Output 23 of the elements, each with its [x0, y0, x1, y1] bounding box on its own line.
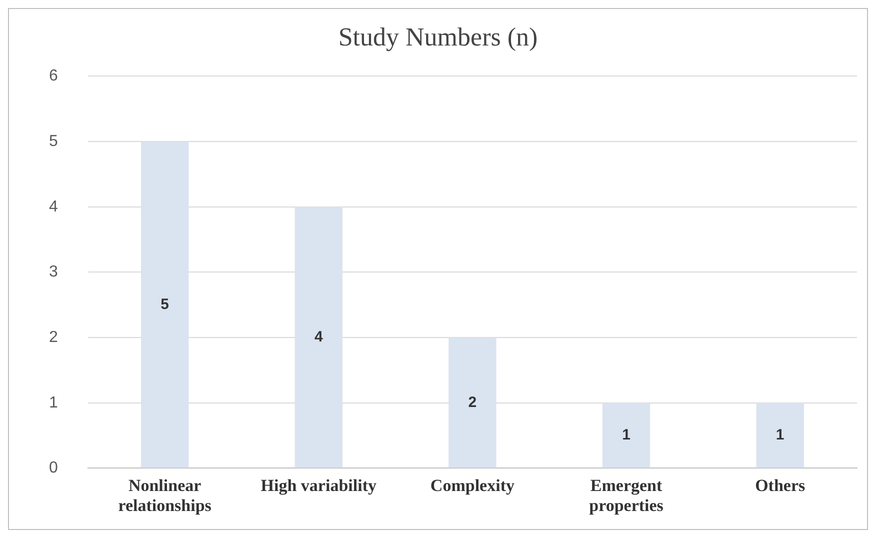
y-tick-label: 6 — [48, 68, 58, 85]
data-label: 1 — [776, 426, 784, 444]
bar — [448, 338, 496, 468]
bar — [756, 402, 804, 468]
x-tick-label: Others — [755, 476, 806, 495]
y-tick-label: 1 — [48, 394, 58, 412]
data-label: 4 — [314, 328, 324, 346]
x-tick-label: High variability — [260, 476, 377, 495]
y-tick-label: 5 — [48, 132, 58, 150]
data-label: 5 — [160, 296, 169, 313]
data-label: 2 — [468, 394, 477, 411]
y-tick-label: 0 — [48, 460, 58, 477]
y-tick-label: 4 — [48, 198, 58, 216]
bar — [294, 206, 342, 468]
data-label: 1 — [622, 426, 630, 444]
x-tick-label: Complexity — [430, 476, 515, 495]
chart-title: Study Numbers (n) — [338, 22, 538, 52]
y-tick-label: 3 — [48, 264, 58, 281]
bar — [140, 142, 189, 468]
y-tick-label: 2 — [48, 328, 58, 346]
x-tick-label: Emergent properties — [589, 476, 664, 516]
x-tick-label: Nonlinear relationships — [118, 476, 212, 516]
bar — [602, 402, 650, 468]
